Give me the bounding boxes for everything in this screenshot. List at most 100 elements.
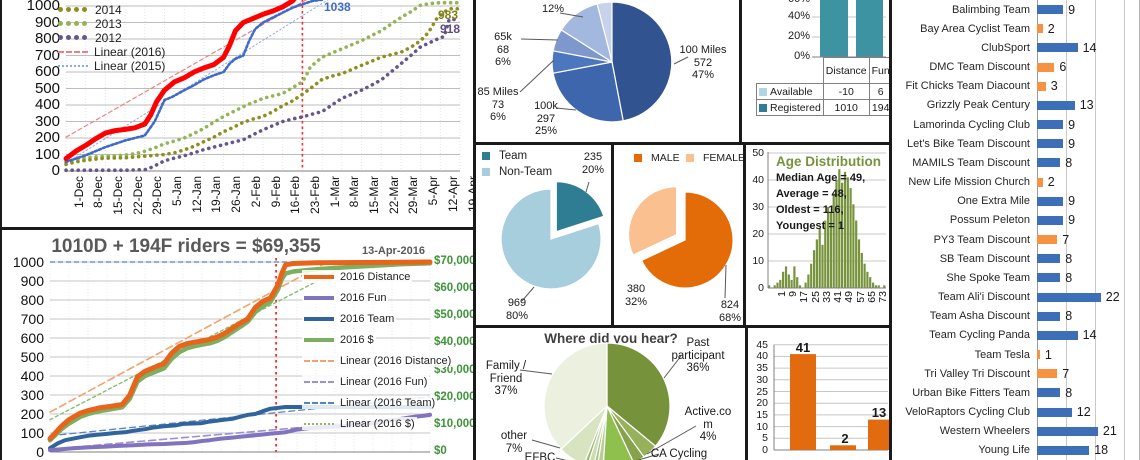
y-axis-tick: 20 — [752, 228, 764, 240]
team-value: 2 — [1047, 21, 1055, 36]
legend-label: 2016 Team — [340, 312, 395, 325]
team-value: 6 — [1059, 60, 1067, 75]
team-bar — [1037, 369, 1058, 379]
slice-label-ca-cycling: CA Cycling — [644, 448, 714, 460]
x-axis-tick: 19-Apr — [465, 176, 476, 213]
y-axis-right-tick: $40,000 — [434, 336, 476, 349]
legend-item: Linear (2016 Team) — [302, 396, 438, 409]
team-row: Western Wheelers 21 — [892, 422, 1139, 441]
y-axis-left-tick: 800 — [20, 292, 44, 308]
y-axis-left-tick: 1000 — [12, 254, 44, 270]
team-name: MAMILS Team Discount — [912, 156, 1030, 169]
legend-swatch-icon — [759, 87, 767, 96]
y-axis-tick: 10 — [756, 420, 768, 433]
team-value: 9 — [1068, 117, 1076, 132]
value: 824 — [720, 299, 740, 311]
team-row: One Extra Mile 9 — [892, 192, 1139, 211]
panel-team-pie: Team Non-Team 235 20% 969 80% — [476, 145, 614, 328]
capacity-table: Distance Fun Available -10 6 Registered 1010 19… — [756, 57, 889, 116]
team-name: Western Wheelers — [939, 425, 1030, 438]
y-axis-tick: 0 — [758, 282, 764, 294]
team-row: Grizzly Peak Century 13 — [892, 96, 1139, 115]
team-bar — [1037, 273, 1061, 283]
team-value: 7 — [1062, 232, 1070, 247]
x-axis-tick: 15-Mar — [367, 176, 381, 215]
age-annotation-line: Median Age = 49, — [776, 172, 866, 184]
legend-label: 2014 — [95, 2, 122, 17]
team-name: ClubSport — [981, 41, 1030, 54]
name: Active.com — [684, 406, 732, 431]
team-bar — [1037, 426, 1098, 436]
y-axis-tick: 40 — [756, 350, 768, 363]
y-axis-tick: 500 — [34, 79, 60, 97]
team-bar — [1037, 445, 1090, 455]
y-axis-tick: 60% — [778, 0, 810, 5]
capacity-row-label: Registered — [756, 99, 824, 116]
team-bar — [1037, 158, 1061, 168]
team-row: Fit Chicks Team Diacount 3 — [892, 77, 1139, 96]
team-row: SB Team Discount 8 — [892, 249, 1139, 268]
slice-label-100-miles-line: 572 — [693, 56, 713, 69]
y-axis-left-tick: 100 — [20, 425, 44, 441]
gridline — [1095, 0, 1096, 460]
legend-label: Non-Team — [499, 165, 553, 178]
slice-label-ca-cycling-line: CA Cycling — [650, 448, 708, 460]
y-axis-tick: 1000 — [26, 0, 60, 14]
series-endpoint-callout: 1038 — [324, 0, 351, 14]
team-value: 8 — [1065, 155, 1073, 170]
legend-marker — [58, 7, 63, 12]
team-row: Bay Area Cyclist Team 2 — [892, 19, 1139, 38]
panel-registrations-by-year-chart: 0 100 200 300 400 500 600 700 800 900 1000 1-Dec 8-D… — [0, 0, 476, 230]
team-name: Young Life — [978, 444, 1030, 457]
legend-swatch-icon — [634, 153, 642, 162]
gridline — [1037, 0, 1038, 460]
team-bar — [1037, 388, 1061, 398]
x-axis-tick: 15-Dec — [110, 176, 125, 215]
team-bar — [1037, 5, 1064, 15]
team-row: VeloRaptors Cycling Club 12 — [892, 403, 1139, 422]
team-bar — [1037, 330, 1078, 340]
y-axis-tick: 400 — [34, 96, 60, 113]
panel-where-did-you-hear-pie: Where did you hear? Past participant 36% F… — [476, 328, 748, 460]
y-axis-right-tick: $10,000 — [434, 417, 476, 430]
capacity-col-header: Distance — [822, 57, 870, 84]
x-axis-tick: 29-Dec — [150, 176, 165, 215]
slice-label-family-friend: Family / Friend 37% — [480, 360, 532, 398]
legend-marker — [304, 295, 334, 300]
capacity-value: -10 — [822, 83, 870, 100]
legend-label: Team — [499, 149, 528, 162]
team-row: Possum Peleton 9 — [892, 211, 1139, 230]
x-axis-tick: 29-Mar — [406, 176, 421, 215]
team-name: One Extra Mile — [957, 195, 1030, 208]
legend-label: 2013 — [95, 16, 122, 31]
panel-registration-type-bars: 45 40 35 30 25 20 15 10 5 0 41 2 13 — [748, 328, 892, 460]
slice-label-85-miles-line: 73 — [491, 98, 505, 111]
y-axis-left-tick: 900 — [20, 273, 44, 289]
team-row: DMC Team Discount 6 — [892, 58, 1139, 77]
legend-item: 2016 Fun — [302, 291, 389, 304]
value: 969 — [507, 297, 527, 309]
slice-label-other: other 7% — [494, 430, 534, 455]
team-name: Team Asha Discount — [929, 310, 1030, 323]
team-bar — [1037, 120, 1064, 130]
y-axis-tick: 0 — [762, 444, 768, 456]
team-bar — [1037, 24, 1043, 34]
slice-label-65k: 65k 68 6% — [486, 31, 520, 69]
team-value: 18 — [1094, 443, 1109, 458]
legend-item: Linear (2016 $) — [302, 417, 417, 430]
team-name: DMC Team Discount — [929, 61, 1030, 74]
legend-label: Linear (2016 Team) — [340, 396, 436, 409]
team-value: 9 — [1068, 213, 1076, 228]
team-row: Urban Bike Fitters Team 8 — [892, 383, 1139, 402]
team-bar — [1037, 177, 1043, 187]
panel-distance-pie: 12% 65k 68 6% 85 Miles 73 6% 100k 297 25% 100 Mile… — [476, 0, 742, 145]
y-axis-right-tick: $70,000 — [434, 255, 476, 267]
team-name: Tri Valley Tri Discount — [924, 367, 1030, 380]
y-axis-right-tick: $20,000 — [434, 390, 476, 403]
legend-marker — [304, 316, 334, 321]
y-axis-tick: 300 — [34, 112, 60, 130]
y-axis-tick: 40 — [752, 174, 764, 186]
team-bar — [1037, 100, 1075, 110]
team-row: New Life Mission Church 2 — [892, 173, 1139, 192]
